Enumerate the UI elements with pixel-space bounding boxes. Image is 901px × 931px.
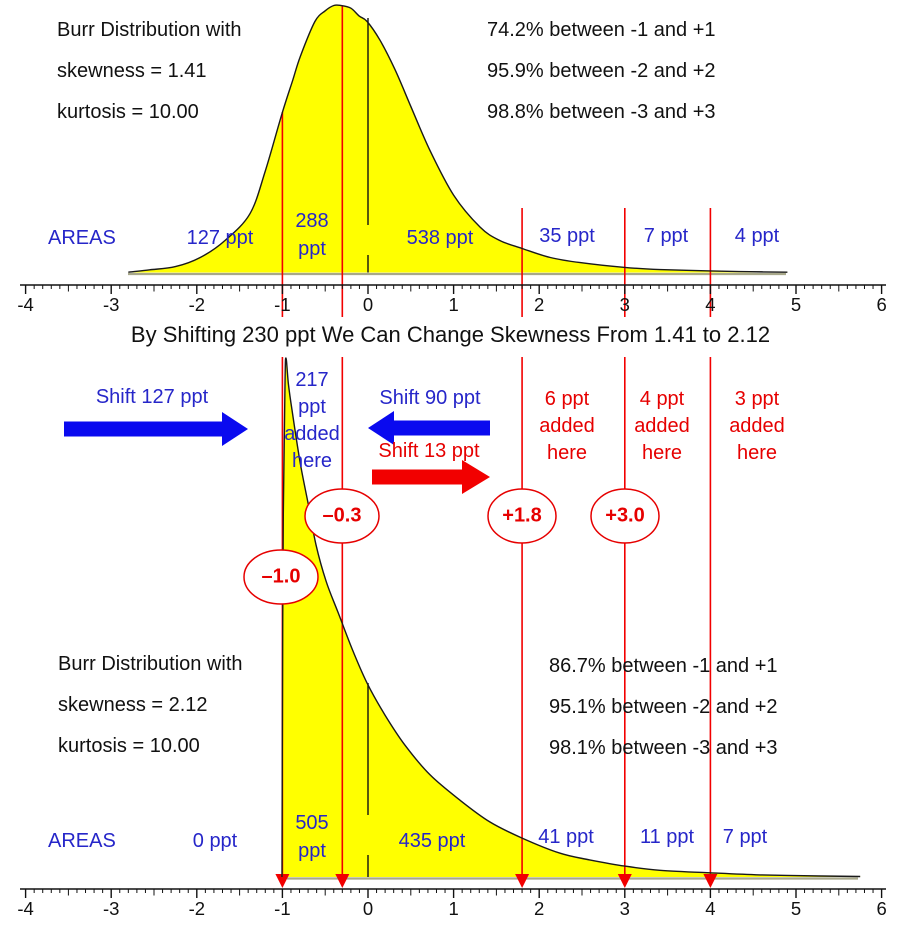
bottom-areas-title: AREAS [48,830,116,852]
added-col2-line2: added [539,415,595,437]
bottom-x-tick-label: 5 [791,898,801,919]
shift-13-label: Shift 13 ppt [378,440,480,462]
bottom-coverage-line-2: 95.1% between -2 and +2 [549,696,778,718]
bottom-area-seg4: 41 ppt [538,826,594,848]
bottom-x-tick-label: 6 [876,898,886,919]
top-density-area [128,4,788,273]
bottom-x-tick-label: 2 [534,898,544,919]
bottom-area-seg1: 0 ppt [192,830,238,852]
marker-ellipse-minus-0-3 [304,488,380,544]
top-x-tick-label: 1 [448,294,458,315]
bottom-info-line-2: skewness = 2.12 [58,694,208,716]
bottom-density-curve [281,357,861,878]
top-area-seg5: 7 ppt [643,225,689,247]
top-x-tick-label: -3 [103,294,119,315]
marker-ellipse-plus-1-8 [487,488,557,544]
bottom-marker-arrowhead-x4 [703,874,718,888]
top-areas-title: AREAS [48,227,116,249]
bottom-x-tick-label: 3 [620,898,630,919]
added-col1-line2: ppt [298,396,326,418]
bottom-info-line-3: kurtosis = 10.00 [58,735,200,757]
marker-ellipse-minus-1-0 [243,549,319,605]
marker-callout-plus-1-8: +1.8 [502,504,542,527]
top-info-line-1: Burr Distribution with [57,19,242,41]
top-area-seg6: 4 ppt [734,225,780,247]
added-col3-line1: 4 ppt [639,388,685,410]
bottom-x-tick-label: -2 [189,898,205,919]
added-col2-line1: 6 ppt [544,388,590,410]
marker-callout-minus-1-0: –1.0 [261,565,301,588]
top-area-seg2a: 288 [295,210,329,232]
top-x-tick-label: 6 [876,294,886,315]
added-col3-line2: added [634,415,690,437]
top-coverage-line-3: 98.8% between -3 and +3 [487,101,716,123]
top-x-tick-label: 4 [705,294,715,315]
bottom-info-line-1: Burr Distribution with [58,653,243,675]
bottom-x-tick-label: 1 [448,898,458,919]
top-area-seg2b: ppt [298,238,326,260]
bottom-coverage-line-1: 86.7% between -1 and +1 [549,655,778,677]
shift-90-label: Shift 90 ppt [379,387,481,409]
shift-127-label: Shift 127 ppt [95,386,209,408]
top-coverage-line-2: 95.9% between -2 and +2 [487,60,716,82]
added-col4-line3: here [736,442,778,464]
added-col3-line3: here [641,442,683,464]
bottom-coverage-line-3: 98.1% between -3 and +3 [549,737,778,759]
figure-title: By Shifting 230 ppt We Can Change Skewne… [130,322,771,347]
bottom-x-tick-label: 4 [705,898,715,919]
bottom-area-seg2b: ppt [298,840,326,862]
added-col4-line2: added [729,415,785,437]
bottom-x-tick-label: -3 [103,898,119,919]
bottom-marker-arrowhead-x-0.3 [335,874,350,888]
added-col4-line1: 3 ppt [734,388,780,410]
top-coverage-line-1: 74.2% between -1 and +1 [487,19,716,41]
bottom-area-seg2a: 505 [295,812,329,834]
bottom-x-tick-label: -4 [17,898,33,919]
top-x-tick-label: -1 [274,294,290,315]
marker-callout-plus-3-0: +3.0 [605,504,645,527]
bottom-x-tick-label: -1 [274,898,290,919]
top-x-tick-label: 5 [791,294,801,315]
added-col1-line4: here [291,450,333,472]
top-density-curve [128,4,788,273]
added-col1-line1: 217 [295,369,329,391]
bottom-marker-arrowhead-x3 [617,874,632,888]
top-info-line-2: skewness = 1.41 [57,60,207,82]
bottom-marker-arrowhead-x-1 [275,874,290,888]
top-x-tick-label: -2 [189,294,205,315]
added-col2-line3: here [546,442,588,464]
marker-ellipse-plus-3-0 [590,488,660,544]
marker-callout-minus-0-3: –0.3 [322,504,362,527]
top-info-line-3: kurtosis = 10.00 [57,101,199,123]
top-area-seg4: 35 ppt [539,225,595,247]
shift-127-right-arrow [64,412,248,446]
bottom-area-seg5: 11 ppt [639,826,695,848]
shift-13-right-arrow [372,460,490,494]
shift-90-left-arrow [368,411,490,445]
bottom-area-seg3: 435 ppt [398,830,466,852]
top-x-tick-label: 3 [620,294,630,315]
added-col1-line3: added [284,423,340,445]
bottom-x-tick-label: 0 [363,898,373,919]
top-x-tick-label: 0 [363,294,373,315]
top-x-tick-label: 2 [534,294,544,315]
bottom-marker-arrowhead-x1.8 [515,874,530,888]
bottom-density-area [281,358,861,877]
top-area-seg3: 538 ppt [406,227,474,249]
top-area-seg1: 127 ppt [186,227,254,249]
bottom-area-seg6: 7 ppt [722,826,768,848]
top-x-tick-label: -4 [17,294,33,315]
